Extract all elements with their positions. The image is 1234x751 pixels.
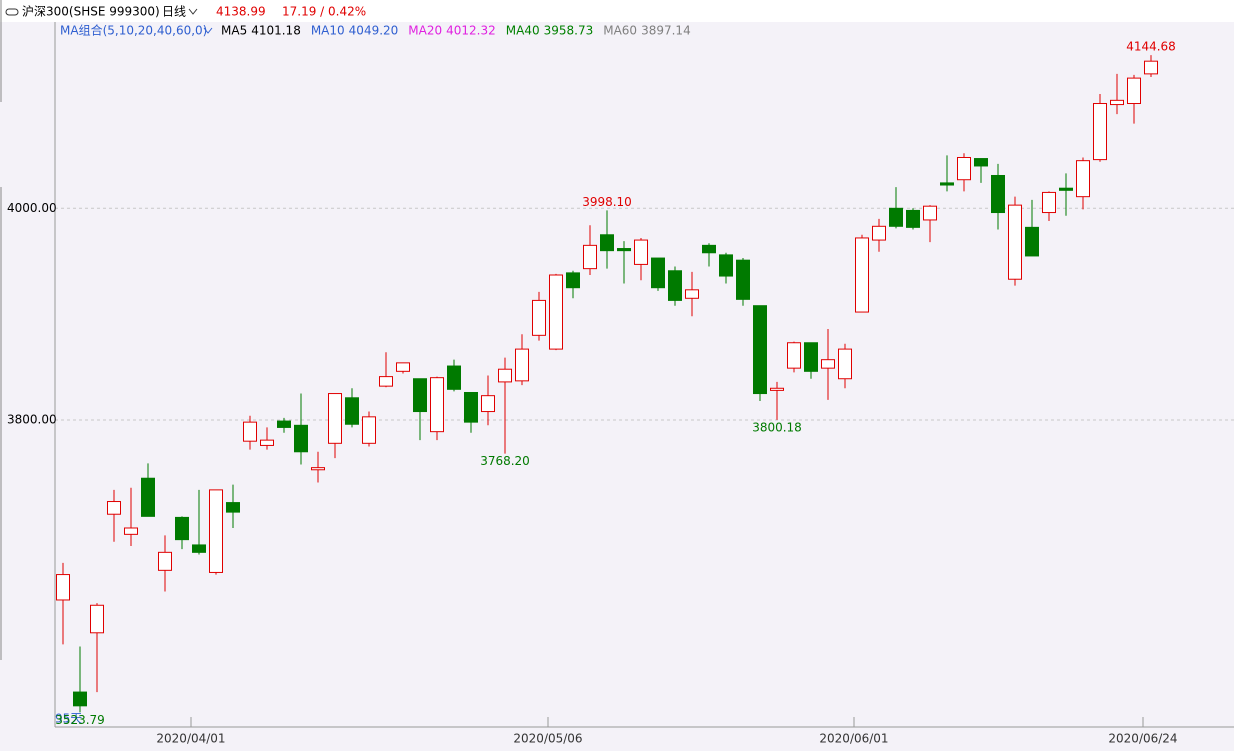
candle-body xyxy=(447,365,461,390)
candle-body xyxy=(889,207,903,227)
candle-body xyxy=(158,551,172,571)
price-change: 17.19 / 0.42% xyxy=(282,5,366,19)
candle-body xyxy=(872,225,886,241)
candle-body xyxy=(838,348,852,380)
candle-body xyxy=(702,244,716,254)
period-dropdown[interactable] xyxy=(188,8,198,15)
extreme-label: 4144.68 xyxy=(1126,40,1176,54)
candle-body xyxy=(413,378,427,413)
candle-body xyxy=(209,489,223,573)
x-tick-label: 2020/04/01 xyxy=(156,732,225,746)
candle-body xyxy=(1008,204,1022,280)
x-tick-label: 2020/06/01 xyxy=(819,732,888,746)
candle-body xyxy=(957,156,971,181)
candle-body xyxy=(311,467,325,471)
candle-body xyxy=(260,439,274,446)
ma-name: MA20 xyxy=(408,24,442,38)
extreme-label: 3523.79 xyxy=(55,713,105,727)
candle-body xyxy=(243,421,257,442)
candle-body xyxy=(1042,191,1056,214)
candle-body xyxy=(379,376,393,387)
ma-value: 3897.14 xyxy=(641,24,691,38)
candle-body xyxy=(141,477,155,517)
ma-name: MA60 xyxy=(603,24,637,38)
candle-body xyxy=(277,420,291,428)
last-price: 4138.99 xyxy=(216,5,266,19)
candle-body xyxy=(634,239,648,265)
candle-body xyxy=(719,254,733,277)
ma-title[interactable]: MA组合(5,10,20,40,60,0) xyxy=(60,23,207,38)
candle-body xyxy=(362,416,376,444)
candle-body xyxy=(464,391,478,423)
candle-body xyxy=(515,348,529,382)
candle-body xyxy=(328,393,342,444)
candle-body xyxy=(175,516,189,541)
candle-body xyxy=(1127,77,1141,105)
period[interactable]: 日线 xyxy=(162,5,186,19)
candle-body xyxy=(991,174,1005,214)
candle-body xyxy=(90,604,104,634)
candle-body xyxy=(1093,103,1107,161)
candle-body xyxy=(1076,160,1090,198)
extreme-label: 3998.10 xyxy=(582,195,632,209)
extreme-label: 3768.20 xyxy=(480,454,530,468)
candle-body xyxy=(294,424,308,453)
extreme-label: 3800.18 xyxy=(752,420,802,434)
candle-body xyxy=(192,544,206,553)
candle-body xyxy=(906,209,920,228)
symbol[interactable]: 沪深300(SHSE 999300) xyxy=(22,5,160,19)
candle-body xyxy=(1059,187,1073,191)
x-tick-label: 2020/05/06 xyxy=(513,732,582,746)
candle-body xyxy=(923,205,937,221)
candle-body xyxy=(345,397,359,425)
candle-body xyxy=(668,270,682,301)
y-tick-label: 3800.00 xyxy=(7,413,57,427)
candle-body xyxy=(396,362,410,372)
ma-value: 4012.32 xyxy=(446,24,496,38)
candle-body xyxy=(821,359,835,369)
ma-name: MA40 xyxy=(506,24,540,38)
candle-body xyxy=(56,574,70,601)
x-tick-label: 2020/06/24 xyxy=(1108,732,1177,746)
candle-body xyxy=(787,342,801,369)
ma-name: MA5 xyxy=(221,24,247,38)
candle-body xyxy=(481,395,495,413)
candle-body xyxy=(532,299,546,336)
ma-value: 3958.73 xyxy=(544,24,594,38)
candle-body xyxy=(770,387,784,391)
candle-body xyxy=(736,259,750,300)
y-tick-label: 4000.00 xyxy=(7,201,57,215)
candle-body xyxy=(549,274,563,350)
candle-body xyxy=(124,527,138,535)
link-icon[interactable] xyxy=(5,8,19,16)
candle-body xyxy=(1110,99,1124,106)
candle-body xyxy=(600,234,614,252)
header-bar xyxy=(0,0,1234,22)
candle-body xyxy=(940,182,954,186)
period-note: 95天 xyxy=(55,712,82,726)
candle-body xyxy=(498,368,512,383)
ma-value: 4101.18 xyxy=(251,24,301,38)
candle-body xyxy=(651,257,665,289)
candle-body xyxy=(430,377,444,433)
candle-body xyxy=(226,502,240,513)
candle-body xyxy=(617,248,631,252)
candle-body xyxy=(566,272,580,289)
ma-value: 4049.20 xyxy=(349,24,399,38)
candle-body xyxy=(685,289,699,299)
candle-body xyxy=(1144,60,1158,75)
candle-body xyxy=(73,691,87,707)
ma-dropdown[interactable] xyxy=(203,27,213,34)
candle-body xyxy=(804,342,818,372)
candle-body xyxy=(753,305,767,395)
candle-body xyxy=(1025,226,1039,257)
candle-body xyxy=(855,237,869,313)
candle-body xyxy=(583,244,597,270)
candle-body xyxy=(107,501,121,515)
ma-name: MA10 xyxy=(311,24,345,38)
candle-body xyxy=(974,158,988,167)
